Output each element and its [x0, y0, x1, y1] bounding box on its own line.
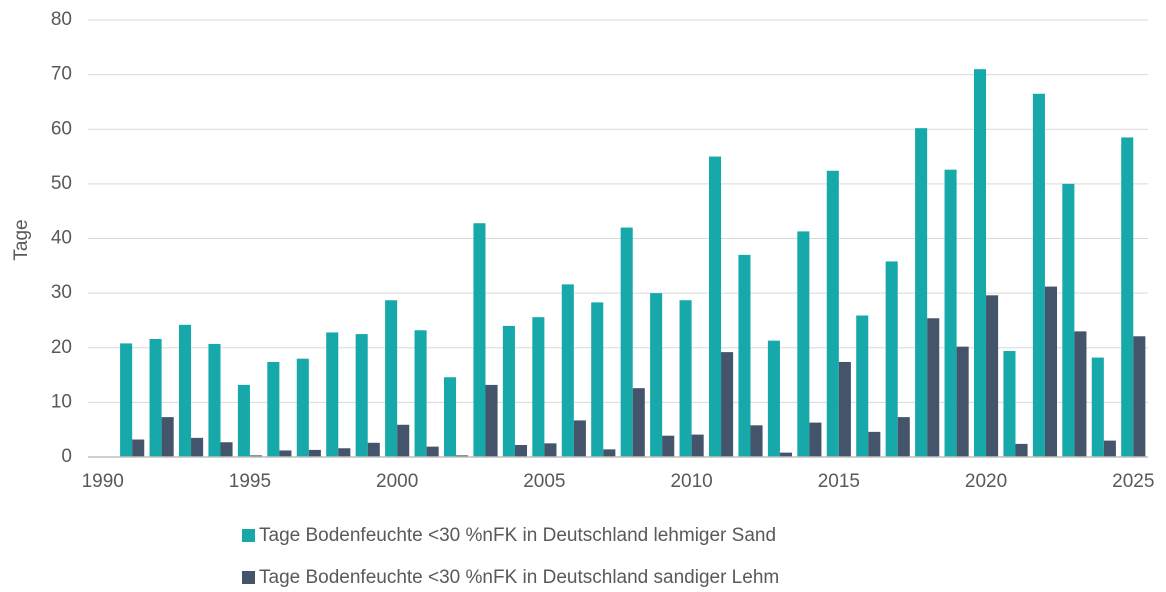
legend-swatch	[242, 571, 255, 584]
bar	[915, 128, 928, 457]
bar	[897, 417, 910, 457]
bar	[603, 449, 616, 457]
bar	[838, 361, 851, 457]
bar	[779, 452, 793, 457]
x-tick-label: 2015	[818, 471, 860, 492]
bar	[591, 302, 604, 457]
bar	[856, 315, 869, 457]
bar	[885, 261, 898, 457]
bar	[956, 346, 969, 457]
bar	[826, 170, 839, 457]
legend-swatch	[242, 529, 255, 542]
bar	[220, 442, 233, 457]
bar	[1091, 357, 1104, 457]
bar	[797, 231, 810, 457]
bar	[1121, 137, 1134, 457]
bar	[973, 69, 987, 457]
bar	[809, 422, 822, 457]
bar	[632, 388, 645, 457]
bar	[120, 343, 133, 457]
bar	[296, 358, 309, 457]
y-tick-label: 20	[51, 337, 72, 358]
bar	[473, 223, 486, 457]
bar	[1133, 336, 1146, 457]
bar	[237, 384, 250, 457]
bar	[1003, 351, 1016, 457]
legend-label: Tage Bodenfeuchte <30 %nFK in Deutschlan…	[259, 525, 776, 546]
bar	[1074, 331, 1087, 457]
bar	[573, 420, 586, 457]
x-tick-label: 2010	[670, 471, 712, 492]
bar	[708, 156, 722, 457]
bar	[426, 446, 439, 457]
bar	[385, 300, 398, 457]
bar	[338, 448, 351, 457]
bar	[650, 293, 663, 457]
bar	[750, 425, 763, 457]
bar	[208, 343, 221, 457]
bar	[767, 340, 780, 457]
x-tick-label: 1990	[82, 471, 124, 492]
x-tick-label: 1995	[229, 471, 271, 492]
y-tick-label: 0	[61, 446, 72, 467]
bar	[532, 317, 545, 457]
bar	[279, 450, 292, 457]
bar	[927, 318, 940, 457]
bar	[443, 377, 457, 457]
bar	[355, 334, 368, 457]
bar	[986, 295, 999, 457]
bar	[191, 437, 204, 457]
y-tick-label: 50	[51, 173, 72, 194]
bar	[161, 417, 174, 457]
bar	[485, 384, 498, 457]
bar	[149, 339, 162, 457]
bar	[662, 435, 675, 457]
y-tick-label: 70	[51, 64, 72, 85]
bar	[620, 227, 633, 457]
bar	[132, 439, 145, 457]
x-tick-label: 2025	[1112, 471, 1154, 492]
bar	[679, 300, 692, 457]
legend-label: Tage Bodenfeuchte <30 %nFK in Deutschlan…	[259, 567, 779, 588]
y-tick-label: 40	[51, 228, 72, 249]
bar	[367, 442, 380, 457]
bar	[544, 443, 557, 457]
bar	[267, 361, 280, 457]
bar	[178, 324, 192, 457]
bar	[721, 352, 734, 457]
bar	[397, 424, 410, 457]
y-tick-label: 30	[51, 282, 72, 303]
bar	[561, 284, 574, 457]
bar	[456, 455, 469, 457]
x-tick-label: 2020	[965, 471, 1007, 492]
bar	[1062, 183, 1075, 457]
y-axis-label: Tage	[11, 219, 32, 260]
bar	[326, 332, 339, 457]
bar	[502, 325, 515, 457]
bar	[249, 455, 263, 457]
x-tick-label: 2000	[376, 471, 418, 492]
y-tick-label: 80	[51, 9, 72, 30]
y-tick-label: 60	[51, 118, 72, 139]
bar	[1015, 443, 1028, 457]
bar	[944, 169, 957, 458]
bar	[308, 449, 321, 457]
bar	[738, 254, 751, 457]
x-tick-label: 2005	[523, 471, 565, 492]
y-tick-label: 10	[51, 391, 72, 412]
bar	[1044, 286, 1058, 457]
bar	[1103, 440, 1116, 457]
bar	[691, 434, 704, 457]
bar	[868, 431, 881, 457]
bar	[1032, 93, 1045, 458]
bar	[414, 330, 427, 457]
bar	[514, 444, 528, 457]
